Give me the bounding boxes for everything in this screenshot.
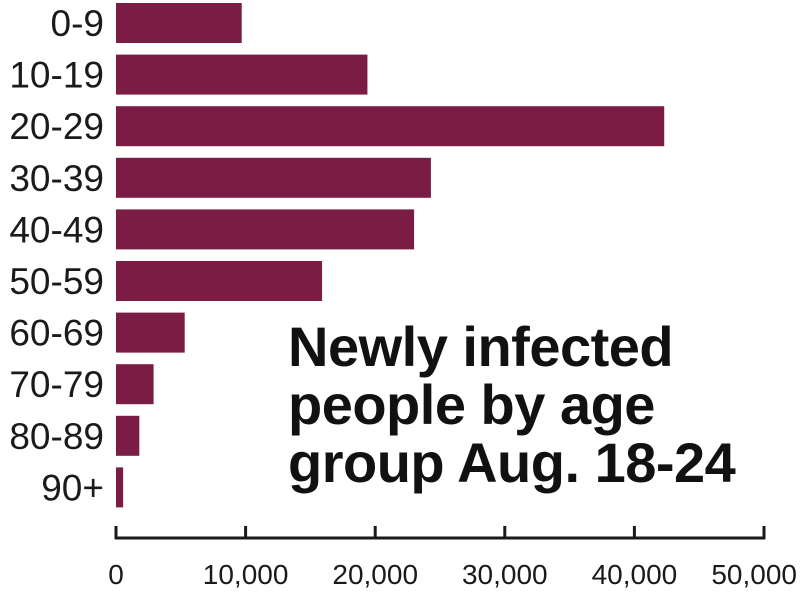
bar-70-79	[116, 364, 154, 405]
bar-80-89	[116, 415, 140, 456]
bar-90+	[116, 467, 124, 508]
chart-title: Newly infected people by age group Aug. …	[288, 318, 788, 492]
x-tick-label-10000: 10,000	[203, 559, 289, 590]
category-label-10-19: 10-19	[9, 55, 104, 96]
category-label-80-89: 80-89	[9, 416, 104, 457]
category-label-40-49: 40-49	[9, 209, 104, 250]
bar-10-19	[116, 54, 368, 95]
category-label-90+: 90+	[41, 467, 104, 508]
chart-title-line-2: people by age	[288, 373, 655, 436]
category-label-50-59: 50-59	[9, 261, 104, 302]
bars-group	[116, 3, 665, 508]
category-label-60-69: 60-69	[9, 313, 104, 354]
x-tick-label-50000: 50,000	[711, 559, 797, 590]
chart-title-line-3: group Aug. 18-24	[288, 431, 736, 494]
category-label-30-39: 30-39	[9, 158, 104, 199]
bar-60-69	[116, 312, 185, 353]
bar-30-39	[116, 157, 431, 198]
x-axis-ticks	[114, 526, 766, 539]
category-labels: 0-9 10-19 20-29 30-39 40-49 50-59 60-69 70-79 80…	[9, 3, 104, 508]
x-tick-label-20000: 20,000	[332, 559, 418, 590]
bar-40-49	[116, 209, 415, 250]
bar-20-29	[116, 106, 665, 147]
x-axis-tick-labels: 0 10,000 20,000 30,000 40,000 50,000	[108, 559, 797, 590]
category-label-70-79: 70-79	[9, 364, 104, 405]
x-tick-label-0: 0	[108, 559, 124, 590]
category-label-0-9: 0-9	[51, 3, 104, 44]
x-tick-label-40000: 40,000	[592, 559, 678, 590]
category-label-20-29: 20-29	[9, 106, 104, 147]
bar-50-59	[116, 261, 323, 301]
x-tick-label-30000: 30,000	[462, 559, 548, 590]
chart-title-line-1: Newly infected	[288, 315, 674, 378]
bar-0-9	[116, 3, 242, 43]
